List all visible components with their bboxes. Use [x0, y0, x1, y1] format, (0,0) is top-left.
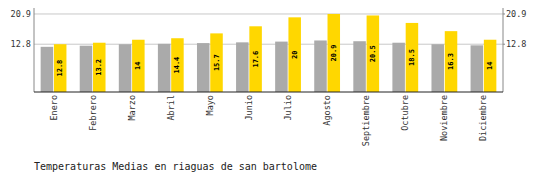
x-tick-label: Enero [49, 95, 59, 121]
x-tick-label: Abril [166, 95, 176, 121]
x-tick-label: Diciembre [478, 95, 488, 141]
x-tick-label: Septiembre [361, 95, 371, 146]
bar [406, 23, 419, 92]
x-tick-label: Junio [244, 95, 254, 121]
data-label: 14.4 [173, 57, 181, 74]
y2-tick [503, 44, 505, 45]
data-label: 16.3 [447, 53, 455, 70]
data-label: 20 [291, 50, 299, 58]
x-axis-line [34, 92, 503, 93]
bar [471, 45, 484, 92]
bar [484, 40, 497, 92]
title: Temperaturas Medias en riaguas de san ba… [34, 161, 317, 172]
bar [236, 42, 249, 92]
data-label: 15.7 [213, 54, 221, 71]
data-label: 14 [134, 62, 142, 70]
bar [210, 33, 223, 92]
x-tick-label: Marzo [127, 95, 137, 121]
y2-tick-label: 12.8 [506, 39, 526, 49]
bar [445, 31, 458, 92]
x-tick-label: Noviembre [439, 95, 449, 141]
x-tick-label: Julio [283, 95, 293, 121]
data-label: 13.2 [95, 59, 103, 76]
chart: 12.8 13.2 14 14.4 15.7 17.6 20 20.9 20.5 18.5 16.3… [0, 0, 537, 174]
bars [41, 14, 497, 92]
bar [41, 47, 54, 92]
y2-axis-line [503, 8, 504, 92]
data-label: 14 [486, 62, 494, 70]
y2-tick [503, 13, 505, 14]
bar [353, 41, 366, 92]
bar [158, 44, 171, 92]
bar [80, 46, 93, 92]
y2-tick-label: 20.9 [506, 9, 526, 19]
bar [197, 43, 210, 92]
bar [367, 15, 380, 92]
y-tick-label: 12.8 [11, 39, 31, 49]
data-label: 20.5 [369, 45, 377, 62]
bar [275, 42, 288, 92]
bar [392, 43, 405, 92]
bar [328, 14, 341, 92]
data-label: 12.8 [56, 60, 64, 77]
bar [132, 40, 145, 92]
bar [119, 44, 132, 92]
x-tick-label: Agosto [322, 95, 332, 126]
bar [171, 38, 184, 92]
data-label: 17.6 [252, 51, 260, 68]
y-axis-line [34, 8, 35, 92]
x-tick-label: Febrero [88, 95, 98, 131]
x-tick-label: Mayo [205, 95, 215, 115]
bar [93, 43, 106, 92]
data-label: 20.9 [330, 45, 338, 62]
bar [54, 44, 67, 92]
data-label: 18.5 [408, 49, 416, 66]
bar [431, 44, 444, 92]
y-tick-label: 20.9 [11, 9, 31, 19]
bar [314, 40, 327, 92]
bar [288, 17, 301, 92]
grid-line [34, 13, 503, 14]
x-tick-label: Octubre [400, 95, 410, 131]
bar [249, 26, 262, 92]
